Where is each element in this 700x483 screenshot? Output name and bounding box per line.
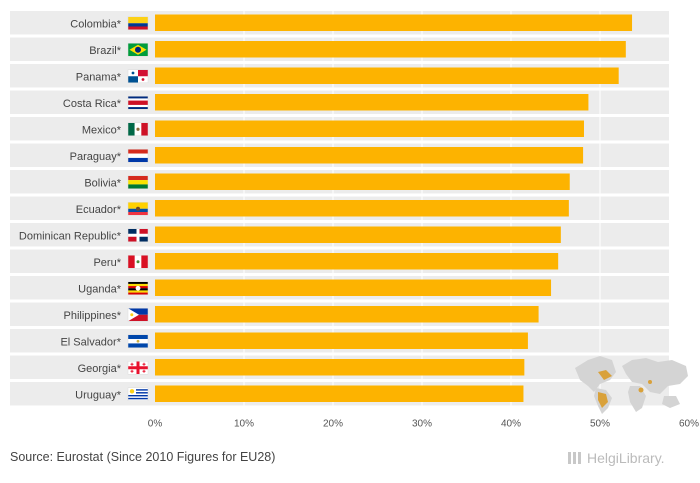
bar (155, 41, 626, 58)
world-map-icon (575, 356, 688, 414)
bar (155, 359, 525, 376)
category-label: Paraguay* (70, 151, 122, 163)
category-label: Bolivia* (84, 177, 121, 189)
x-axis-ticks: 0% 10% 20% 30% 40% 50% 60% (148, 419, 699, 430)
category-label: Colombia* (70, 18, 121, 30)
category-label: Philippines* (64, 310, 122, 322)
bar (155, 226, 561, 243)
x-tick-label: 40% (501, 419, 521, 430)
costa-rica-flag-icon (127, 96, 149, 110)
category-label: Dominican Republic* (19, 230, 122, 242)
brazil-flag-icon (127, 43, 149, 57)
bolivia-flag-icon (127, 175, 149, 189)
category-label: Georgia* (78, 363, 122, 375)
flags (127, 16, 149, 401)
ecuador-flag-icon (127, 202, 149, 216)
x-tick-label: 60% (679, 419, 699, 430)
bar (155, 147, 584, 164)
category-label: Peru* (93, 257, 121, 269)
bar (155, 332, 528, 349)
category-label: Uruguay* (75, 389, 122, 401)
category-label: Mexico* (82, 124, 122, 136)
bar (155, 253, 559, 270)
bar (155, 385, 524, 402)
bar (155, 14, 633, 31)
peru-flag-icon (127, 255, 149, 269)
x-tick-label: 0% (148, 419, 163, 430)
dominican-republic-flag-icon (127, 228, 149, 242)
category-label: Costa Rica* (63, 98, 122, 110)
panama-flag-icon (127, 69, 149, 83)
uganda-flag-icon (127, 281, 149, 295)
colombia-flag-icon (127, 16, 149, 30)
mexico-flag-icon (127, 122, 149, 136)
category-label: Brazil* (89, 45, 122, 57)
paraguay-flag-icon (127, 149, 149, 163)
philippines-flag-icon (127, 308, 149, 322)
category-label: Panama* (76, 71, 122, 83)
logo-mark-icon (568, 452, 584, 464)
category-labels: Colombia* Brazil* Panama* Costa Rica* Mexico… (19, 18, 122, 401)
x-tick-label: 50% (590, 419, 610, 430)
bar (155, 173, 570, 190)
bar (155, 306, 539, 323)
x-tick-label: 30% (412, 419, 432, 430)
bar (155, 200, 569, 217)
bar (155, 279, 552, 296)
uruguay-flag-icon (127, 387, 149, 401)
category-label: Uganda* (78, 283, 122, 295)
source-note: Source: Eurostat (Since 2010 Figures for… (10, 450, 276, 464)
category-label: Ecuador* (76, 204, 122, 216)
x-tick-label: 20% (323, 419, 343, 430)
helgilibrary-logo[interactable]: HelgiLibrary. (568, 450, 665, 466)
category-label: El Salvador* (60, 336, 121, 348)
georgia-flag-icon (127, 361, 149, 375)
bar (155, 67, 619, 84)
bars (155, 14, 633, 402)
el-salvador-flag-icon (127, 334, 149, 348)
bar (155, 94, 589, 111)
bar (155, 120, 584, 137)
logo-text: HelgiLibrary. (587, 450, 665, 466)
x-tick-label: 10% (234, 419, 254, 430)
bar-chart: Colombia* Brazil* Panama* Costa Rica* Mexico… (10, 10, 699, 430)
